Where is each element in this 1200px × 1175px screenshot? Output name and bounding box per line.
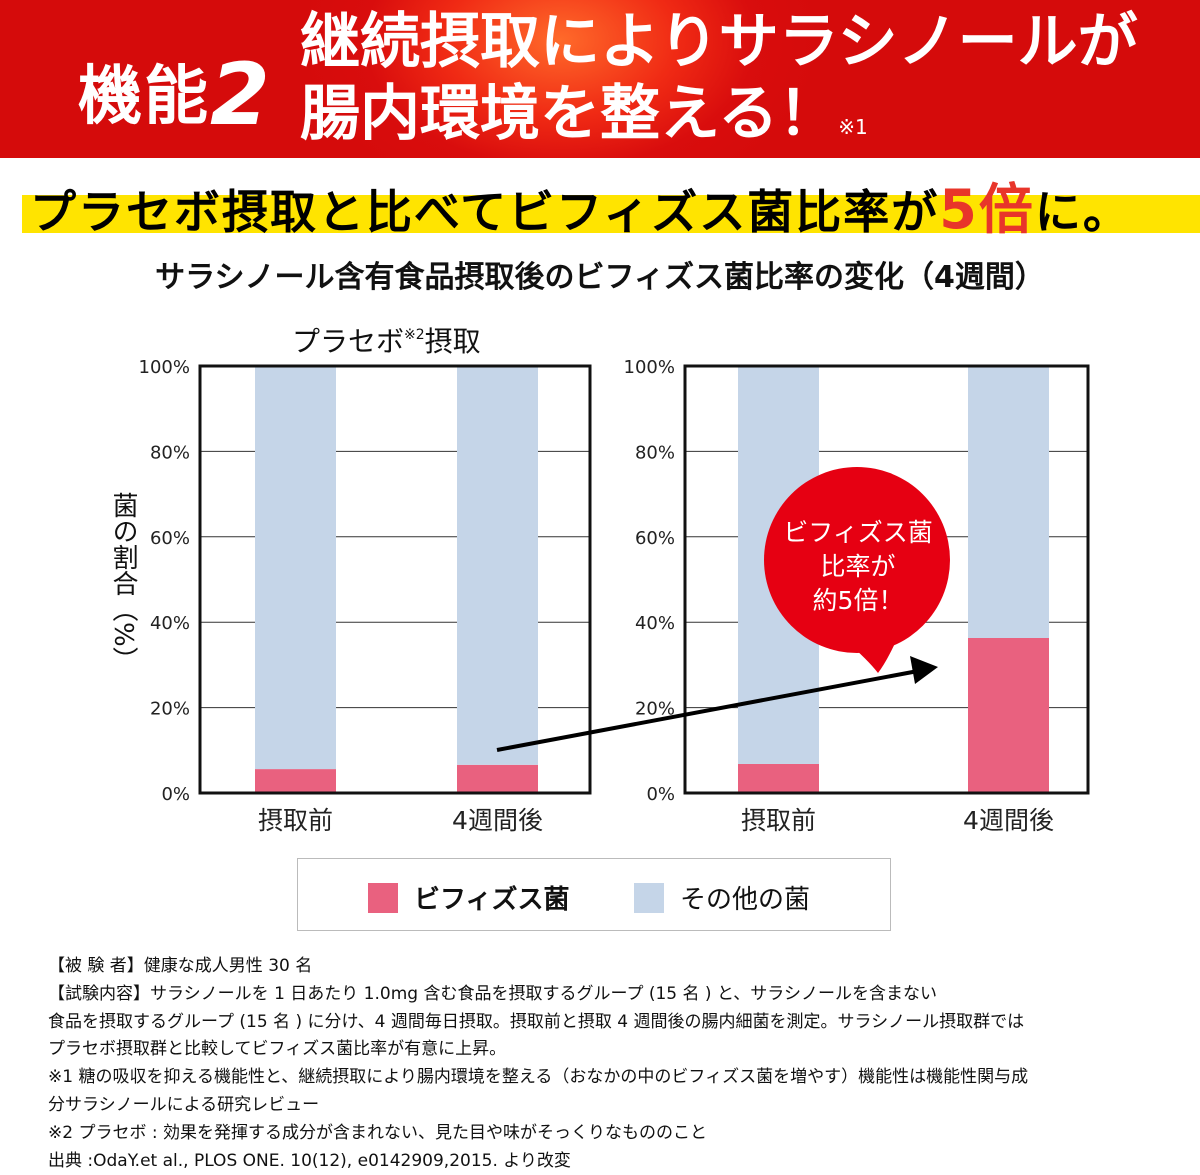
subtitle: プラセボ摂取と比べてビフィズス菌比率が5倍に。 xyxy=(30,165,1131,244)
y-axis-label: 菌の割合（%） xyxy=(108,492,138,673)
header-title-line2: 腸内環境を整える！※1 xyxy=(300,78,1138,163)
bar-bifido xyxy=(457,764,538,793)
bar-bifido xyxy=(968,637,1049,793)
arrow-line xyxy=(496,669,919,752)
title-line2-text: 腸内環境を整える！ xyxy=(300,79,839,149)
bar-other xyxy=(255,366,336,770)
y-tick-label: 60% xyxy=(150,528,190,549)
x-tick-label: 4週間後 xyxy=(963,806,1054,835)
note-line: 食品を摂取するグループ (15 名 ) に分け、4 週間毎日摂取。摂取前と摂取 … xyxy=(48,1011,1025,1032)
y-tick-label: 40% xyxy=(635,613,675,634)
y-tick-label: 100% xyxy=(624,357,675,378)
feature-label: 機能2 xyxy=(78,52,272,138)
subtitle-before: プラセボ摂取と比べてビフィズス菌比率が xyxy=(30,185,940,239)
subtitle-after: に。 xyxy=(1034,185,1131,239)
header-banner: 機能2 継続摂取によりサラシノールが 腸内環境を整える！※1 xyxy=(0,0,1200,158)
y-tick-label: 20% xyxy=(150,699,190,720)
placebo-title-suffix: 摂取 xyxy=(424,325,481,358)
legend: ビフィズス菌 その他の菌 xyxy=(297,858,891,931)
legend-label: ビフィズス菌 xyxy=(414,885,570,915)
y-tick-label: 100% xyxy=(139,357,190,378)
bubble-text: ビフィズス菌 比率が 約5倍！ xyxy=(768,516,948,618)
note-line: 出典 :OdaY.et al., PLOS ONE. 10(12), e0142… xyxy=(48,1150,571,1171)
note-line: 【被 験 者】健康な成人男性 30 名 xyxy=(48,956,313,976)
y-tick-label: 80% xyxy=(635,442,675,463)
y-tick-label: 0% xyxy=(646,784,675,805)
bubble-line2: 比率が xyxy=(820,552,896,581)
note-line: ※2 プラセボ : 効果を発揮する成分が含まれない、見た目や味がそっくりなものの… xyxy=(48,1122,707,1143)
x-tick-label: 4週間後 xyxy=(452,806,543,835)
arrow-head xyxy=(910,656,938,684)
bar-other xyxy=(968,366,1049,638)
plot-frame xyxy=(198,364,592,795)
legend-swatch xyxy=(368,882,398,913)
title-note: ※1 xyxy=(838,115,868,139)
bubble-line3: 約5倍！ xyxy=(812,586,904,615)
chart-heading: サラシノール含有食品摂取後のビフィズス菌比率の変化（4週間） xyxy=(155,260,1045,295)
header-title-line1: 継続摂取によりサラシノールが xyxy=(300,7,1138,77)
legend-item-bifido: ビフィズス菌 xyxy=(368,879,569,916)
subtitle-highlight: 5倍 xyxy=(939,178,1035,241)
bar-other xyxy=(457,366,538,765)
y-tick-label: 20% xyxy=(635,699,675,720)
placebo-chart-title: プラセボ※2摂取 xyxy=(292,320,481,360)
y-tick-label: 0% xyxy=(161,784,190,805)
placebo-title-text: プラセボ xyxy=(292,325,405,358)
highlight-band xyxy=(22,195,1200,233)
note-line: 【試験内容】サラシノールを 1 日あたり 1.0mg 含む食品を摂取するグループ… xyxy=(48,983,937,1004)
y-tick-label: 80% xyxy=(150,442,190,463)
x-tick-label: 摂取前 xyxy=(258,806,333,835)
note-line: ※1 糖の吸収を抑える機能性と、継続摂取により腸内環境を整える（おなかの中のビフ… xyxy=(48,1067,1029,1088)
bubble-line1: ビフィズス菌 xyxy=(783,518,933,547)
annotation-bubble xyxy=(764,467,950,653)
placebo-title-note: ※2 xyxy=(404,327,425,343)
feature-text: 機能 xyxy=(78,60,210,134)
legend-label: その他の菌 xyxy=(680,885,811,915)
bar-bifido xyxy=(738,763,819,793)
x-tick-label: 摂取前 xyxy=(741,806,816,835)
bar-bifido xyxy=(255,769,336,793)
legend-item-other: その他の菌 xyxy=(634,879,810,916)
header-title: 継続摂取によりサラシノールが 腸内環境を整える！※1 xyxy=(300,6,1138,163)
plot-frame xyxy=(683,364,1090,795)
charts-svg: 0% 20% 40% 60% 80% 100% 摂取前 4週間後 0% 20% 40% 60% 80% 1… xyxy=(139,357,1090,835)
legend-swatch xyxy=(634,882,664,913)
note-line: 分サラシノールによる研究レビュー xyxy=(48,1094,320,1115)
y-tick-label: 40% xyxy=(150,613,190,634)
footnotes: 【被 験 者】健康な成人男性 30 名 【試験内容】サラシノールを 1 日あたり… xyxy=(48,953,1028,1175)
feature-number: 2 xyxy=(210,45,272,145)
note-line: プラセボ摂取群と比較してビフィズス菌比率が有意に上昇。 xyxy=(48,1039,507,1060)
y-tick-label: 60% xyxy=(635,528,675,549)
